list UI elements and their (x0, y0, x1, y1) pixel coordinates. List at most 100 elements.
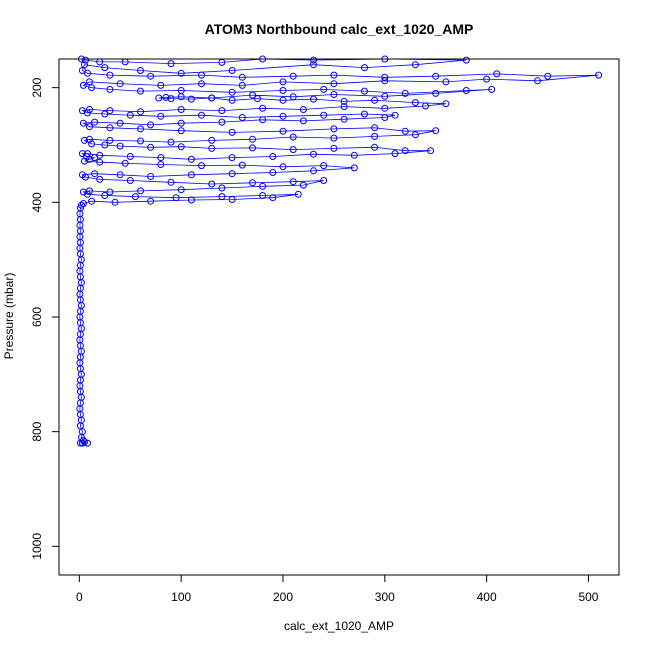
data-point (187, 171, 195, 179)
data-point (96, 175, 104, 183)
data-point (106, 188, 114, 196)
data-point (289, 133, 297, 141)
data-point (259, 192, 267, 199)
data-point (147, 72, 155, 80)
data-point (172, 194, 180, 202)
y-axis-label: Pressure (mbar) (2, 273, 16, 360)
data-point (101, 110, 109, 118)
data-point (249, 144, 256, 152)
data-point (187, 196, 195, 204)
data-point (289, 178, 297, 186)
data-point (155, 94, 163, 102)
data-point (381, 104, 389, 112)
data-point (361, 64, 368, 72)
data-point (116, 119, 124, 127)
data-point (82, 56, 89, 64)
data-point (401, 89, 409, 97)
data-point (432, 127, 440, 135)
data-point (534, 77, 541, 85)
data-point (177, 127, 185, 135)
data-point (279, 96, 287, 104)
data-point (442, 78, 450, 86)
data-point (208, 144, 216, 152)
data-point (238, 81, 246, 89)
data-point (330, 91, 338, 98)
data-point (289, 72, 297, 80)
data-point (381, 73, 389, 81)
data-point (137, 67, 144, 74)
data-point (177, 69, 185, 77)
data-point (126, 153, 134, 160)
data-point (279, 163, 287, 171)
data-point (147, 197, 155, 205)
data-point (208, 180, 216, 188)
data-point (340, 115, 348, 123)
data-point (544, 72, 552, 80)
data-point (289, 146, 297, 154)
data-point (84, 69, 91, 77)
data-point (299, 106, 307, 113)
data-point (228, 67, 236, 74)
data-point (228, 196, 236, 203)
data-point (391, 150, 399, 158)
data-point (595, 71, 603, 79)
data-point (371, 132, 379, 140)
data-point (238, 114, 246, 121)
data-point (381, 92, 389, 100)
data-point (106, 71, 114, 79)
data-point (401, 147, 409, 155)
data-point (442, 100, 450, 108)
data-point (299, 117, 307, 125)
data-point (167, 95, 175, 103)
data-point (279, 112, 287, 120)
data-point (116, 142, 124, 150)
data-point (177, 186, 185, 194)
data-point (91, 170, 99, 178)
data-point (361, 87, 368, 95)
data-point (249, 91, 256, 99)
data-point (86, 106, 93, 113)
data-point (330, 80, 338, 88)
data-point (88, 140, 96, 148)
data-point (121, 159, 129, 167)
chart-title: ATOM3 Northbound calc_ext_1020_AMP (205, 21, 474, 37)
data-point (371, 143, 379, 151)
data-point (198, 111, 205, 119)
data-point (167, 178, 175, 186)
data-point (81, 157, 88, 165)
data-point (157, 161, 165, 168)
data-point (131, 193, 139, 201)
data-point (330, 71, 338, 79)
data-point (208, 136, 216, 144)
data-point (279, 87, 287, 94)
data-point (483, 75, 491, 83)
data-point (259, 182, 267, 190)
data-point (310, 167, 317, 175)
data-point (381, 114, 389, 121)
data-point (101, 192, 109, 199)
data-point (137, 125, 144, 133)
data-point (79, 81, 87, 89)
data-point (77, 201, 85, 209)
data-point (137, 137, 144, 145)
data-point (167, 138, 175, 146)
data-point (101, 141, 109, 149)
data-point (330, 134, 338, 142)
plot-frame (58, 58, 620, 576)
data-point (411, 99, 419, 107)
data-point (294, 190, 302, 198)
y-tick-label: 800 (30, 421, 44, 441)
y-axis: 200 400 600 800 1000 (30, 77, 60, 560)
data-point (320, 111, 328, 119)
data-point (249, 179, 256, 187)
data-point (162, 93, 170, 101)
data-point (218, 193, 226, 201)
data-point (310, 150, 317, 158)
data-point (81, 61, 88, 69)
data-point (218, 118, 226, 126)
x-tick-label: 300 (375, 590, 395, 604)
data-point (401, 127, 409, 135)
data-point (106, 124, 114, 132)
data-point (493, 70, 501, 78)
